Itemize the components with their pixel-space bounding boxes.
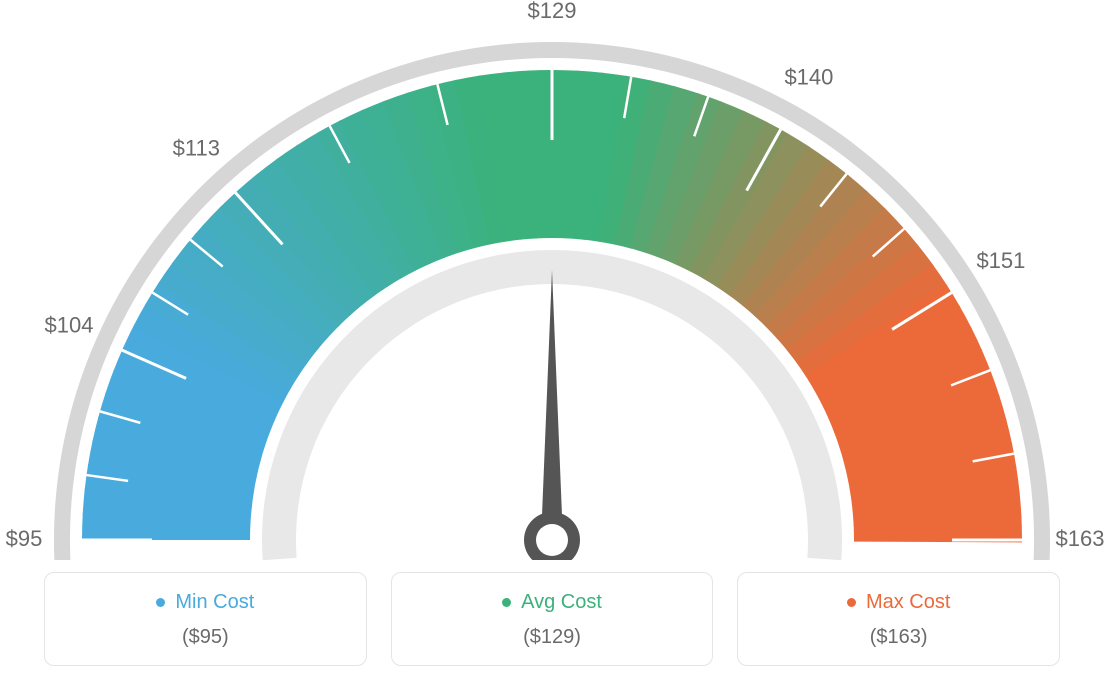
gauge-tick-label: $95 xyxy=(6,526,43,551)
legend-value-max: ($163) xyxy=(748,626,1049,649)
gauge-svg: $95 $104 $113 $129 $140 $151 $163 xyxy=(0,0,1104,560)
legend-value-avg: ($129) xyxy=(402,626,703,649)
legend-row: Min Cost ($95) Avg Cost ($129) Max Cost … xyxy=(0,572,1104,666)
legend-label-min: Min Cost xyxy=(156,591,254,614)
gauge-chart: $95 $104 $113 $129 $140 $151 $163 xyxy=(0,0,1104,560)
legend-label-max-text: Max Cost xyxy=(866,591,950,614)
gauge-tick-label: $163 xyxy=(1056,526,1104,551)
legend-label-avg-text: Avg Cost xyxy=(521,591,602,614)
gauge-tick-label: $113 xyxy=(173,136,220,161)
legend-value-min: ($95) xyxy=(55,626,356,649)
legend-label-min-text: Min Cost xyxy=(175,591,254,614)
legend-label-avg: Avg Cost xyxy=(502,591,602,614)
gauge-tick-label: $104 xyxy=(45,313,94,338)
legend-card-avg: Avg Cost ($129) xyxy=(391,572,714,666)
legend-card-max: Max Cost ($163) xyxy=(737,572,1060,666)
gauge-tick-label: $151 xyxy=(976,248,1025,273)
gauge-tick-label: $140 xyxy=(784,65,833,90)
legend-card-min: Min Cost ($95) xyxy=(44,572,367,666)
legend-label-max: Max Cost xyxy=(847,591,950,614)
gauge-tick-label: $129 xyxy=(528,0,577,23)
